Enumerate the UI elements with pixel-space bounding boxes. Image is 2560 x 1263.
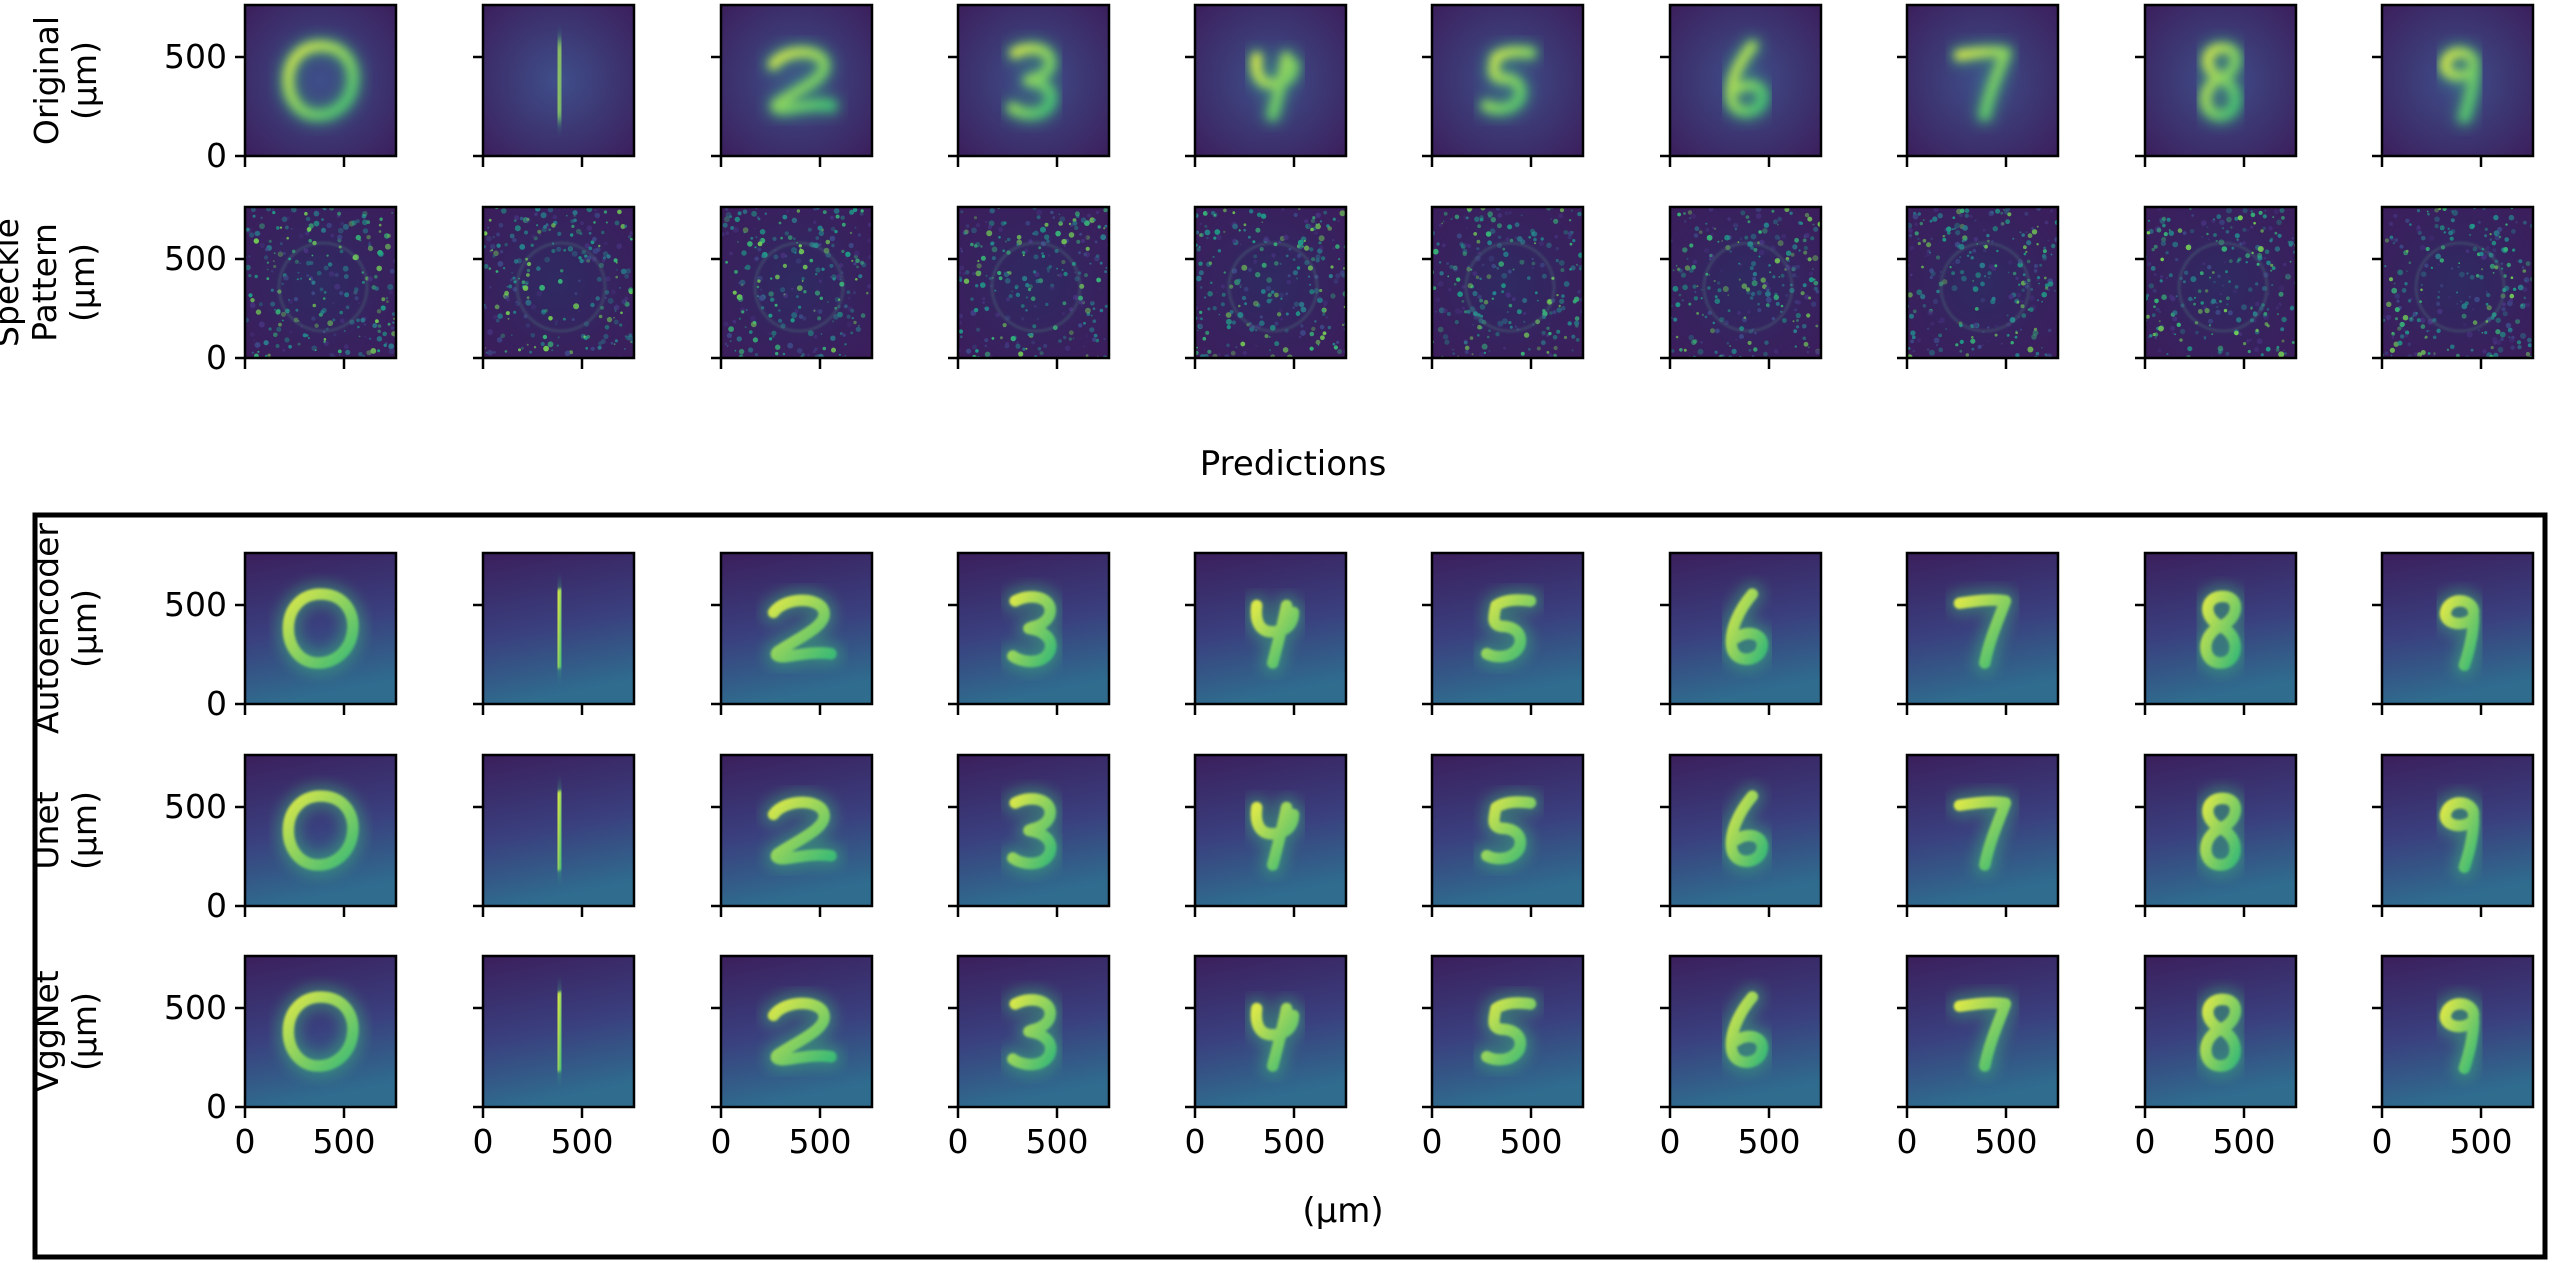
row-label-autoencoder: Autoencoder(µm) <box>27 523 104 734</box>
y-tick-label: 0 <box>206 1087 227 1126</box>
panel-unet-digit-1 <box>481 753 636 908</box>
panel-speckle-digit-0 <box>243 205 398 360</box>
panel-autoencoder-digit-6 <box>1668 551 1823 706</box>
y-tick-label: 500 <box>164 988 227 1027</box>
x-tick-label: 500 <box>2213 1122 2276 1161</box>
x-tick-label: 0 <box>711 1122 732 1161</box>
row-label-unet: Unet(µm) <box>27 791 104 870</box>
x-tick-label: 0 <box>473 1122 494 1161</box>
panel-unet-digit-3 <box>956 753 1111 908</box>
x-axis-label: (µm) <box>1302 1191 1383 1231</box>
y-tick-label: 0 <box>206 886 227 925</box>
row-label-original: Original(µm) <box>27 16 104 145</box>
panel-speckle-digit-8 <box>2143 205 2298 360</box>
y-tick-label: 0 <box>206 684 227 723</box>
row-labels: Original(µm) SpecklePattern(µm) Autoencode… <box>0 16 104 1093</box>
panel-original-digit-7 <box>1905 3 2060 158</box>
panel-autoencoder-digit-5 <box>1430 551 1585 706</box>
panel-original-digit-9 <box>2380 3 2535 158</box>
x-tick-label: 500 <box>1026 1122 1089 1161</box>
panel-vggnet-digit-0 <box>243 954 398 1109</box>
image-grid <box>243 3 2535 1109</box>
panel-speckle-digit-9 <box>2380 205 2535 360</box>
panel-unet-digit-4 <box>1193 753 1348 908</box>
panel-speckle-digit-4 <box>1193 205 1348 360</box>
x-tick-label: 0 <box>2135 1122 2156 1161</box>
panel-autoencoder-digit-4 <box>1193 551 1348 706</box>
panel-vggnet-digit-1 <box>481 954 636 1109</box>
panel-original-digit-5 <box>1430 3 1585 158</box>
x-tick-label: 500 <box>789 1122 852 1161</box>
panel-speckle-digit-2 <box>719 205 874 360</box>
panel-unet-digit-8 <box>2143 753 2298 908</box>
panel-vggnet-digit-8 <box>2143 954 2298 1109</box>
panel-unet-digit-6 <box>1668 753 1823 908</box>
x-tick-label: 0 <box>1185 1122 1206 1161</box>
panel-original-digit-0 <box>243 3 398 158</box>
x-tick-label: 0 <box>1660 1122 1681 1161</box>
panel-autoencoder-digit-0 <box>243 551 398 706</box>
panel-autoencoder-digit-2 <box>719 551 874 706</box>
panel-autoencoder-digit-9 <box>2380 551 2535 706</box>
panel-original-digit-6 <box>1668 3 1823 158</box>
row-label-speckle: SpecklePattern(µm) <box>0 218 102 347</box>
panel-original-digit-1 <box>481 3 636 158</box>
predictions-title: Predictions <box>1200 444 1387 484</box>
x-tick-label: 0 <box>2372 1122 2393 1161</box>
x-tick-label: 500 <box>313 1122 376 1161</box>
x-tick-label: 500 <box>1738 1122 1801 1161</box>
panel-original-digit-2 <box>719 3 874 158</box>
panel-unet-digit-2 <box>719 753 874 908</box>
y-tick-label: 0 <box>206 338 227 377</box>
panel-vggnet-digit-6 <box>1668 954 1823 1109</box>
panel-autoencoder-digit-1 <box>481 551 636 706</box>
y-tick-label: 0 <box>206 136 227 175</box>
panel-autoencoder-digit-3 <box>956 551 1111 706</box>
x-tick-label: 500 <box>1263 1122 1326 1161</box>
panel-unet-digit-7 <box>1905 753 2060 908</box>
panel-vggnet-digit-9 <box>2380 954 2535 1109</box>
panel-speckle-digit-7 <box>1905 205 2060 360</box>
y-tick-label: 500 <box>164 585 227 624</box>
panel-original-digit-8 <box>2143 3 2298 158</box>
x-tick-label: 500 <box>1500 1122 1563 1161</box>
y-tick-label: 500 <box>164 787 227 826</box>
x-tick-label: 0 <box>1422 1122 1443 1161</box>
x-tick-label: 0 <box>1897 1122 1918 1161</box>
x-tick-label: 500 <box>1975 1122 2038 1161</box>
panel-vggnet-digit-3 <box>956 954 1111 1109</box>
predictions-frame <box>32 512 2548 1260</box>
panel-vggnet-digit-5 <box>1430 954 1585 1109</box>
panel-speckle-digit-3 <box>956 205 1111 360</box>
row-label-vggnet: VggNet(µm) <box>27 970 104 1092</box>
panel-vggnet-digit-2 <box>719 954 874 1109</box>
x-tick-label: 500 <box>2450 1122 2513 1161</box>
panel-speckle-digit-1 <box>481 205 636 360</box>
panel-autoencoder-digit-7 <box>1905 551 2060 706</box>
panel-vggnet-digit-4 <box>1193 954 1348 1109</box>
panel-unet-digit-9 <box>2380 753 2535 908</box>
panel-original-digit-4 <box>1193 3 1348 158</box>
y-tick-label: 500 <box>164 239 227 278</box>
y-tick-label: 500 <box>164 37 227 76</box>
panel-unet-digit-5 <box>1430 753 1585 908</box>
x-tick-label: 0 <box>235 1122 256 1161</box>
panel-unet-digit-0 <box>243 753 398 908</box>
x-tick-label: 500 <box>551 1122 614 1161</box>
panel-speckle-digit-6 <box>1668 205 1823 360</box>
panel-speckle-digit-5 <box>1430 205 1585 360</box>
panel-vggnet-digit-7 <box>1905 954 2060 1109</box>
panel-original-digit-3 <box>956 3 1111 158</box>
x-tick-label: 0 <box>948 1122 969 1161</box>
panel-autoencoder-digit-8 <box>2143 551 2298 706</box>
